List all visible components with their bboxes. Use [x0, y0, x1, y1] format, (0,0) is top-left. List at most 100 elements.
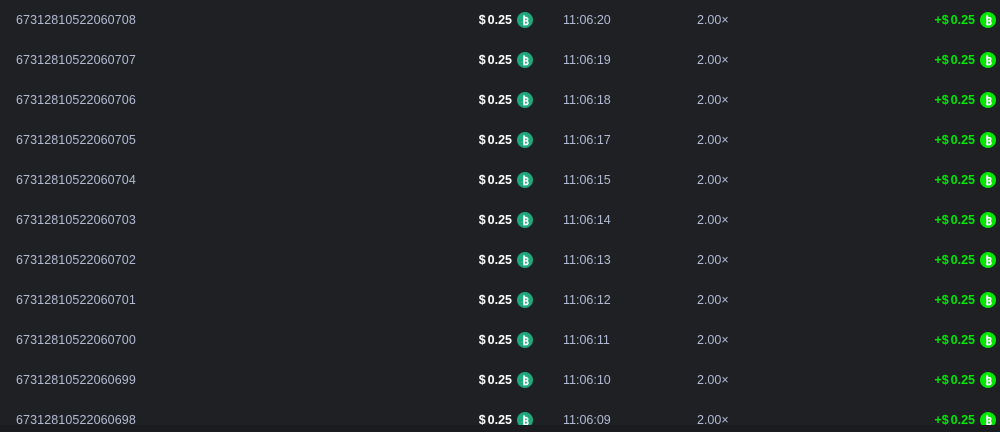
multiplier-text: 2.00× [697, 172, 729, 187]
cell-game-id[interactable]: 67312810522060706 [0, 94, 320, 107]
payout-text: +$ 0.25 [934, 134, 975, 147]
multiplier-text: 2.00× [697, 212, 729, 227]
time-text: 11:06:14 [563, 212, 611, 227]
table-row[interactable]: 67312810522060700 $0.25 11:06:11 2.00× +$ 0.2… [0, 320, 1000, 360]
payout-value: 0.25 [950, 252, 975, 267]
multiplier-text: 2.00× [697, 52, 729, 67]
cell-payout: +$ 0.25 [830, 132, 1000, 148]
cell-game-id[interactable]: 67312810522060707 [0, 54, 320, 67]
bustabit-coin-icon [517, 372, 533, 388]
payout-text: +$ 0.25 [934, 174, 975, 187]
time-text: 11:06:13 [563, 252, 611, 267]
bet-amount-value: 0.25 [487, 52, 512, 67]
cell-game-id[interactable]: 67312810522060708 [0, 14, 320, 27]
table-row[interactable]: 67312810522060704 $0.25 11:06:15 2.00× +$ 0.2… [0, 160, 1000, 200]
payout-text: +$ 0.25 [934, 94, 975, 107]
payout-value: 0.25 [950, 332, 975, 347]
bet-amount-value: 0.25 [487, 212, 512, 227]
table-row[interactable]: 67312810522060708 $0.25 11:06:20 2.00× +$ 0.2… [0, 0, 1000, 40]
bustabit-coin-icon [980, 212, 996, 228]
payout-value: 0.25 [950, 12, 975, 27]
table-row[interactable]: 67312810522060703 $0.25 11:06:14 2.00× +$ 0.2… [0, 200, 1000, 240]
bustabit-coin-icon [980, 132, 996, 148]
game-id-text: 67312810522060703 [16, 212, 136, 227]
game-id-text: 67312810522060702 [16, 252, 136, 267]
bet-amount-text: $0.25 [479, 254, 512, 267]
cell-payout: +$ 0.25 [830, 12, 1000, 28]
bet-amount-value: 0.25 [487, 12, 512, 27]
cell-game-id[interactable]: 67312810522060699 [0, 374, 320, 387]
bustabit-coin-icon [517, 212, 533, 228]
cell-game-id[interactable]: 67312810522060702 [0, 254, 320, 267]
time-text: 11:06:20 [563, 12, 611, 27]
bet-amount-text: $0.25 [479, 174, 512, 187]
bustabit-coin-icon [980, 52, 996, 68]
bustabit-coin-icon [980, 412, 996, 425]
cell-multiplier: 2.00× [680, 254, 830, 267]
game-id-text: 67312810522060704 [16, 172, 136, 187]
multiplier-text: 2.00× [697, 92, 729, 107]
bustabit-coin-icon [517, 172, 533, 188]
table-row[interactable]: 67312810522060702 $0.25 11:06:13 2.00× +$ 0.2… [0, 240, 1000, 280]
payout-sign: +$ [934, 12, 949, 27]
payout-text: +$ 0.25 [934, 294, 975, 307]
payout-value: 0.25 [950, 372, 975, 387]
cell-time: 11:06:13 [535, 254, 680, 267]
cell-multiplier: 2.00× [680, 54, 830, 67]
table-row[interactable]: 67312810522060701 $0.25 11:06:12 2.00× +$ 0.2… [0, 280, 1000, 320]
cell-payout: +$ 0.25 [830, 252, 1000, 268]
payout-sign: +$ [934, 292, 949, 307]
payout-text: +$ 0.25 [934, 414, 975, 426]
table-row[interactable]: 67312810522060698 $0.25 11:06:09 2.00× +$ 0.2… [0, 400, 1000, 425]
bet-amount-text: $0.25 [479, 374, 512, 387]
cell-game-id[interactable]: 67312810522060703 [0, 214, 320, 227]
payout-text: +$ 0.25 [934, 214, 975, 227]
cell-game-id[interactable]: 67312810522060700 [0, 334, 320, 347]
cell-time: 11:06:20 [535, 14, 680, 27]
cell-multiplier: 2.00× [680, 374, 830, 387]
bet-currency-symbol: $ [478, 52, 486, 67]
time-text: 11:06:10 [563, 372, 611, 387]
payout-sign: +$ [934, 252, 949, 267]
cell-payout: +$ 0.25 [830, 172, 1000, 188]
payout-sign: +$ [934, 372, 949, 387]
payout-text: +$ 0.25 [934, 374, 975, 387]
payout-text: +$ 0.25 [934, 334, 975, 347]
payout-value: 0.25 [950, 92, 975, 107]
bet-currency-symbol: $ [478, 12, 486, 27]
bet-currency-symbol: $ [478, 252, 486, 267]
cell-game-id[interactable]: 67312810522060701 [0, 294, 320, 307]
bustabit-coin-icon [980, 332, 996, 348]
cell-time: 11:06:17 [535, 134, 680, 147]
bet-amount-text: $0.25 [479, 414, 512, 426]
multiplier-text: 2.00× [697, 372, 729, 387]
cell-game-id[interactable]: 67312810522060698 [0, 414, 320, 425]
cell-bet-amount: $0.25 [320, 292, 535, 308]
game-id-text: 67312810522060699 [16, 372, 136, 387]
multiplier-text: 2.00× [697, 132, 729, 147]
cell-time: 11:06:10 [535, 374, 680, 387]
bet-amount-text: $0.25 [479, 94, 512, 107]
cell-payout: +$ 0.25 [830, 412, 1000, 425]
table-row[interactable]: 67312810522060699 $0.25 11:06:10 2.00× +$ 0.2… [0, 360, 1000, 400]
cell-game-id[interactable]: 67312810522060704 [0, 174, 320, 187]
bet-amount-value: 0.25 [487, 92, 512, 107]
game-id-text: 67312810522060705 [16, 132, 136, 147]
cell-bet-amount: $0.25 [320, 372, 535, 388]
table-row[interactable]: 67312810522060707 $0.25 11:06:19 2.00× +$ 0.2… [0, 40, 1000, 80]
cell-bet-amount: $0.25 [320, 52, 535, 68]
cell-bet-amount: $0.25 [320, 172, 535, 188]
game-id-text: 67312810522060698 [16, 412, 136, 425]
table-row[interactable]: 67312810522060706 $0.25 11:06:18 2.00× +$ 0.2… [0, 80, 1000, 120]
cell-game-id[interactable]: 67312810522060705 [0, 134, 320, 147]
payout-text: +$ 0.25 [934, 14, 975, 27]
cell-payout: +$ 0.25 [830, 372, 1000, 388]
bet-currency-symbol: $ [478, 172, 486, 187]
payout-sign: +$ [934, 332, 949, 347]
bet-amount-text: $0.25 [479, 334, 512, 347]
payout-value: 0.25 [950, 52, 975, 67]
table-row[interactable]: 67312810522060705 $0.25 11:06:17 2.00× +$ 0.2… [0, 120, 1000, 160]
cell-bet-amount: $0.25 [320, 132, 535, 148]
bustabit-coin-icon [980, 372, 996, 388]
